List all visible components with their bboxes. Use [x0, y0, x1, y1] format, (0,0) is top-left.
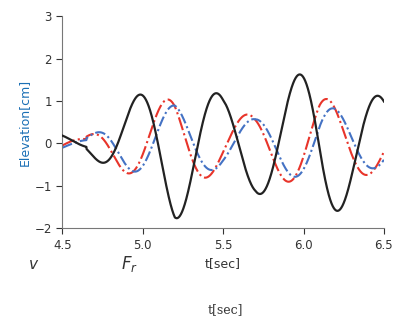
Y-axis label: Elevation[cm]: Elevation[cm] — [17, 79, 30, 166]
Text: $v$: $v$ — [28, 258, 39, 272]
X-axis label: t[sec]: t[sec] — [205, 257, 241, 270]
Text: t[sec]: t[sec] — [207, 303, 242, 316]
Text: $\mathit{F}_r$: $\mathit{F}_r$ — [120, 254, 137, 274]
